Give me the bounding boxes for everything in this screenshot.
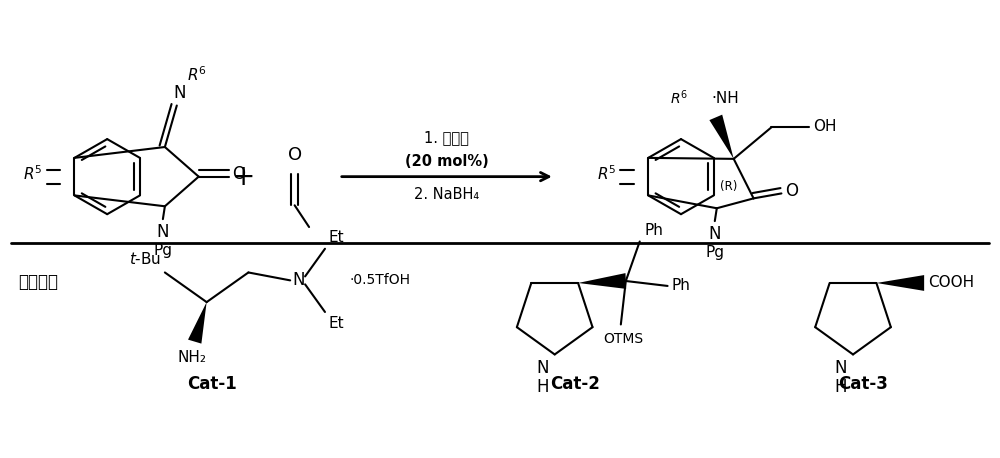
Text: +: + (232, 163, 255, 191)
Text: N: N (835, 360, 847, 377)
Polygon shape (188, 302, 207, 344)
Text: Cat-3: Cat-3 (838, 375, 888, 393)
Text: $R^6$: $R^6$ (670, 89, 688, 108)
Text: Pg: Pg (153, 243, 172, 258)
Text: $t$-Bu: $t$-Bu (129, 251, 161, 267)
Text: O: O (232, 165, 245, 183)
Text: Et: Et (329, 316, 345, 331)
Text: COOH: COOH (928, 275, 974, 290)
Text: (20 mol%): (20 mol%) (405, 154, 489, 169)
Text: N: N (709, 225, 721, 243)
Text: 嶂化剑：: 嶂化剑： (18, 273, 58, 291)
Text: Cat-1: Cat-1 (187, 375, 236, 393)
Polygon shape (578, 273, 626, 289)
Text: Ph: Ph (672, 278, 690, 294)
Text: O: O (785, 182, 798, 201)
Text: ·0.5TfOH: ·0.5TfOH (350, 273, 411, 287)
Text: H: H (835, 378, 847, 396)
Text: (R): (R) (720, 180, 737, 193)
Text: O: O (288, 146, 302, 164)
Text: Et: Et (329, 230, 345, 245)
Polygon shape (876, 275, 924, 291)
Text: OH: OH (813, 119, 837, 134)
Text: Ph: Ph (645, 223, 664, 238)
Text: N: N (174, 83, 186, 102)
Text: $R^5$: $R^5$ (597, 164, 616, 183)
Text: N: N (537, 360, 549, 377)
Polygon shape (709, 114, 734, 159)
Text: N: N (292, 272, 305, 289)
Text: 1. 嶂化剑: 1. 嶂化剑 (424, 130, 469, 145)
Text: Cat-2: Cat-2 (550, 375, 600, 393)
Text: Pg: Pg (705, 245, 724, 260)
Text: H: H (537, 378, 549, 396)
Text: OTMS: OTMS (603, 333, 643, 346)
Text: N: N (157, 223, 169, 241)
Text: ·NH: ·NH (712, 91, 740, 105)
Text: $R^6$: $R^6$ (187, 65, 207, 84)
Text: $R^5$: $R^5$ (23, 164, 43, 183)
Text: 2. NaBH₄: 2. NaBH₄ (414, 186, 479, 202)
Text: NH₂: NH₂ (177, 349, 206, 365)
